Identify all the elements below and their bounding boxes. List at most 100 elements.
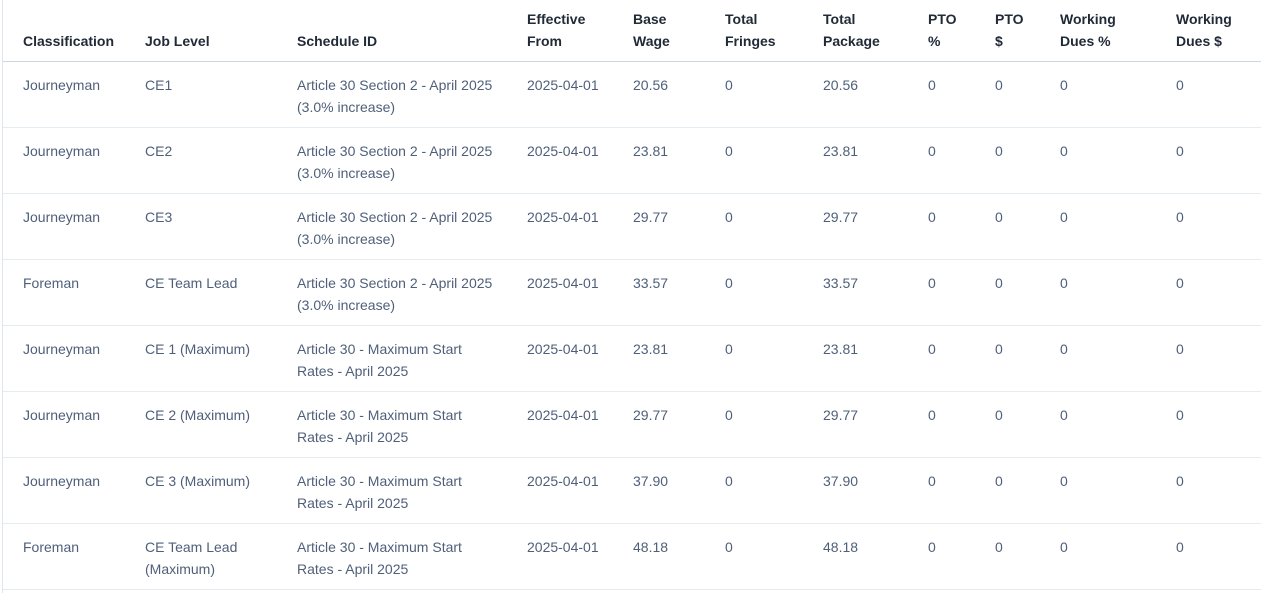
- table-row: Foreman CE Team Lead Article 30 Section …: [3, 259, 1261, 326]
- cell-classification: Journeyman: [3, 127, 145, 194]
- cell-classification: Journeyman: [3, 61, 145, 128]
- cell-base-wage: 23.81: [633, 325, 725, 392]
- table-row: Journeyman CE2 Article 30 Section 2 - Ap…: [3, 127, 1261, 194]
- cell-base-wage: 20.56: [633, 61, 725, 128]
- cell-working-dues-dollar: 0: [1176, 193, 1261, 260]
- cell-effective-from: 2025-04-01: [527, 193, 633, 260]
- cell-base-wage: 48.18: [633, 523, 725, 590]
- cell-working-dues-dollar: 0: [1176, 325, 1261, 392]
- cell-schedule-id: Article 30 - Maximum Start Rates - April…: [297, 325, 527, 392]
- cell-base-wage: 23.81: [633, 127, 725, 194]
- cell-working-dues-percent: 0: [1060, 61, 1176, 128]
- cell-total-fringes: 0: [725, 193, 823, 260]
- cell-working-dues-percent: 0: [1060, 127, 1176, 194]
- cell-base-wage: 29.77: [633, 391, 725, 458]
- cell-pto-percent: 0: [928, 391, 995, 458]
- cell-pto-dollar: 0: [995, 391, 1060, 458]
- cell-pto-dollar: 0: [995, 523, 1060, 590]
- cell-job-level: CE 3 (Maximum): [145, 457, 297, 524]
- cell-working-dues-dollar: 0: [1176, 61, 1261, 128]
- cell-pto-dollar: 0: [995, 61, 1060, 128]
- cell-schedule-id: Article 30 Section 2 - April 2025 (3.0% …: [297, 127, 527, 194]
- cell-pto-percent: 0: [928, 127, 995, 194]
- cell-working-dues-dollar: 0: [1176, 391, 1261, 458]
- cell-working-dues-percent: 0: [1060, 457, 1176, 524]
- column-header-total-fringes: Total Fringes: [725, 0, 823, 62]
- cell-total-fringes: 0: [725, 457, 823, 524]
- table-row: Journeyman CE 3 (Maximum) Article 30 - M…: [3, 457, 1261, 524]
- cell-pto-percent: 0: [928, 61, 995, 128]
- cell-classification: Journeyman: [3, 193, 145, 260]
- cell-pto-percent: 0: [928, 523, 995, 590]
- cell-pto-percent: 0: [928, 457, 995, 524]
- table-header: Classification Job Level Schedule ID Eff…: [3, 0, 1261, 62]
- cell-base-wage: 33.57: [633, 259, 725, 326]
- cell-total-package: 33.57: [823, 259, 928, 326]
- cell-total-package: 29.77: [823, 193, 928, 260]
- cell-pto-dollar: 0: [995, 193, 1060, 260]
- cell-job-level: CE Team Lead: [145, 259, 297, 326]
- cell-schedule-id: Article 30 - Maximum Start Rates - April…: [297, 391, 527, 458]
- cell-pto-dollar: 0: [995, 457, 1060, 524]
- cell-total-fringes: 0: [725, 523, 823, 590]
- cell-total-fringes: 0: [725, 391, 823, 458]
- cell-classification: Foreman: [3, 259, 145, 326]
- table-row: Journeyman CE 2 (Maximum) Article 30 - M…: [3, 391, 1261, 458]
- cell-job-level: CE Team Lead (Maximum): [145, 523, 297, 590]
- cell-working-dues-dollar: 0: [1176, 259, 1261, 326]
- cell-base-wage: 29.77: [633, 193, 725, 260]
- table-row: Journeyman CE 1 (Maximum) Article 30 - M…: [3, 325, 1261, 392]
- column-header-working-dues-percent: Working Dues %: [1060, 0, 1176, 62]
- cell-effective-from: 2025-04-01: [527, 61, 633, 128]
- cell-working-dues-dollar: 0: [1176, 457, 1261, 524]
- table-row: Journeyman CE1 Article 30 Section 2 - Ap…: [3, 61, 1261, 128]
- cell-classification: Journeyman: [3, 325, 145, 392]
- wage-schedule-table: Classification Job Level Schedule ID Eff…: [3, 0, 1261, 590]
- cell-total-package: 23.81: [823, 127, 928, 194]
- cell-working-dues-dollar: 0: [1176, 523, 1261, 590]
- table-body: Journeyman CE1 Article 30 Section 2 - Ap…: [3, 61, 1261, 590]
- column-header-effective-from: Effective From: [527, 0, 633, 62]
- cell-schedule-id: Article 30 Section 2 - April 2025 (3.0% …: [297, 259, 527, 326]
- cell-effective-from: 2025-04-01: [527, 127, 633, 194]
- cell-schedule-id: Article 30 Section 2 - April 2025 (3.0% …: [297, 61, 527, 128]
- cell-total-package: 23.81: [823, 325, 928, 392]
- cell-classification: Journeyman: [3, 391, 145, 458]
- cell-schedule-id: Article 30 - Maximum Start Rates - April…: [297, 457, 527, 524]
- cell-pto-percent: 0: [928, 325, 995, 392]
- cell-pto-dollar: 0: [995, 325, 1060, 392]
- cell-job-level: CE2: [145, 127, 297, 194]
- column-header-job-level: Job Level: [145, 0, 297, 62]
- cell-pto-dollar: 0: [995, 259, 1060, 326]
- cell-total-fringes: 0: [725, 61, 823, 128]
- cell-job-level: CE 1 (Maximum): [145, 325, 297, 392]
- cell-effective-from: 2025-04-01: [527, 391, 633, 458]
- cell-total-package: 48.18: [823, 523, 928, 590]
- cell-job-level: CE 2 (Maximum): [145, 391, 297, 458]
- cell-total-fringes: 0: [725, 259, 823, 326]
- column-header-pto-dollar: PTO $: [995, 0, 1060, 62]
- cell-job-level: CE1: [145, 61, 297, 128]
- table-row: Journeyman CE3 Article 30 Section 2 - Ap…: [3, 193, 1261, 260]
- header-row: Classification Job Level Schedule ID Eff…: [3, 0, 1261, 62]
- cell-job-level: CE3: [145, 193, 297, 260]
- column-header-working-dues-dollar: Working Dues $: [1176, 0, 1261, 62]
- cell-total-package: 29.77: [823, 391, 928, 458]
- table-row: Foreman CE Team Lead (Maximum) Article 3…: [3, 523, 1261, 590]
- cell-working-dues-percent: 0: [1060, 193, 1176, 260]
- column-header-classification: Classification: [3, 0, 145, 62]
- cell-base-wage: 37.90: [633, 457, 725, 524]
- cell-total-fringes: 0: [725, 325, 823, 392]
- cell-schedule-id: Article 30 - Maximum Start Rates - April…: [297, 523, 527, 590]
- cell-working-dues-percent: 0: [1060, 259, 1176, 326]
- cell-working-dues-percent: 0: [1060, 523, 1176, 590]
- cell-effective-from: 2025-04-01: [527, 325, 633, 392]
- column-header-total-package: Total Package: [823, 0, 928, 62]
- cell-effective-from: 2025-04-01: [527, 259, 633, 326]
- cell-effective-from: 2025-04-01: [527, 523, 633, 590]
- cell-total-package: 20.56: [823, 61, 928, 128]
- column-header-schedule-id: Schedule ID: [297, 0, 527, 62]
- cell-total-package: 37.90: [823, 457, 928, 524]
- cell-schedule-id: Article 30 Section 2 - April 2025 (3.0% …: [297, 193, 527, 260]
